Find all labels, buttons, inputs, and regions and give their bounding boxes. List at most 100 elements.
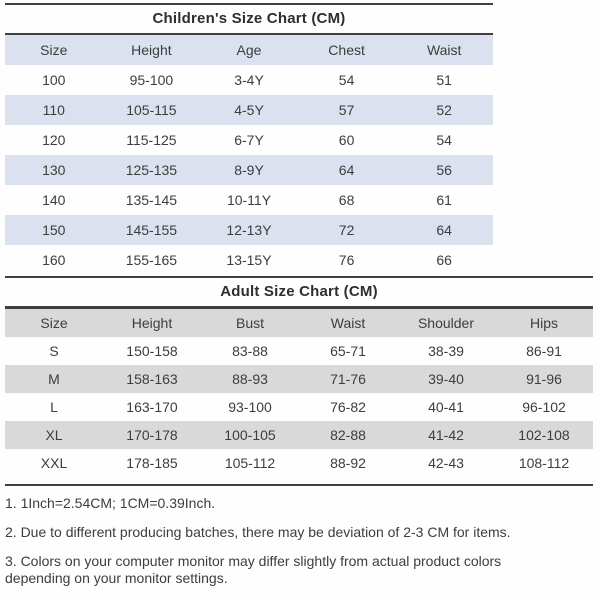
table-cell: 163-170	[126, 399, 178, 415]
adult-chart-title: Adult Size Chart (CM)	[5, 278, 593, 309]
table-cell: 71-76	[330, 371, 366, 387]
table-cell: 100-105	[224, 427, 276, 443]
table-cell: 76-82	[330, 399, 366, 415]
table-cell: 40-41	[428, 399, 464, 415]
table-cell: 12-13Y	[226, 222, 272, 238]
table-cell: 100	[42, 72, 66, 88]
table-row: 160 155-165 13-15Y 76 66	[5, 245, 493, 275]
table-cell: 4-5Y	[234, 102, 264, 118]
table-cell: 170-178	[126, 427, 178, 443]
table-cell: 105-112	[224, 455, 276, 471]
table-cell: S	[49, 343, 59, 359]
children-size-table: Size Height Age Chest Waist 100 95-100 3-4Y 54 51…	[5, 35, 493, 275]
table-cell: XL	[45, 427, 63, 443]
table-row: 140 135-145 10-11Y 68 61	[5, 185, 493, 215]
header-cell: Age	[236, 42, 262, 58]
table-cell: 57	[338, 102, 355, 118]
table-cell: L	[50, 399, 58, 415]
table-cell: 61	[436, 192, 452, 208]
table-cell: 160	[42, 252, 66, 268]
table-row: 120 115-125 6-7Y 60 54	[5, 125, 493, 155]
table-row: 130 125-135 8-9Y 64 56	[5, 155, 493, 185]
table-cell: 8-9Y	[234, 162, 264, 178]
table-cell: 108-112	[518, 455, 570, 471]
table-cell: 41-42	[428, 427, 464, 443]
table-cell: 72	[338, 222, 355, 238]
table-cell: M	[48, 371, 60, 387]
table-cell: 102-108	[518, 427, 570, 443]
note-item: 2. Due to different producing batches, t…	[5, 524, 511, 540]
adult-size-chart-section: Adult Size Chart (CM) Size Height Bust Wais…	[5, 276, 593, 486]
table-row: S 150-158 83-88 65-71 38-39 86-91	[5, 337, 593, 365]
table-cell: 110	[42, 102, 65, 118]
table-cell: 54	[338, 72, 355, 88]
table-cell: 39-40	[428, 371, 464, 387]
table-cell: 96-102	[522, 399, 566, 415]
table-cell: 6-7Y	[234, 132, 264, 148]
table-cell: 115-125	[126, 132, 177, 148]
table-cell: 130	[42, 162, 66, 178]
header-cell: Bust	[235, 315, 264, 331]
table-cell: 3-4Y	[234, 72, 264, 88]
header-cell: Height	[131, 315, 173, 331]
table-cell: XXL	[40, 455, 68, 471]
header-cell: Hips	[529, 315, 558, 331]
header-cell: Shoulder	[417, 315, 475, 331]
table-cell: 64	[436, 222, 452, 238]
table-cell: 68	[338, 192, 355, 208]
table-cell: 88-93	[232, 371, 268, 387]
header-cell: Size	[40, 315, 68, 331]
note-item: 1. 1Inch=2.54CM; 1CM=0.39Inch.	[5, 495, 216, 511]
header-cell: Chest	[328, 42, 365, 58]
table-row: XXL 178-185 105-112 88-92 42-43 108-112	[5, 449, 593, 477]
table-cell: 95-100	[129, 72, 174, 88]
table-cell: 60	[338, 132, 355, 148]
table-cell: 140	[42, 192, 66, 208]
table-row: 110 105-115 4-5Y 57 52	[5, 95, 493, 125]
table-cell: 83-88	[232, 343, 268, 359]
table-cell: 125-135	[125, 162, 178, 178]
table-cell: 76	[338, 252, 355, 268]
table-cell: 10-11Y	[226, 192, 272, 208]
table-cell: 86-91	[526, 343, 562, 359]
table-row: XL 170-178 100-105 82-88 41-42 102-108	[5, 421, 593, 449]
table-cell: 105-115	[126, 102, 177, 118]
header-cell: Size	[40, 42, 68, 58]
table-cell: 52	[436, 102, 452, 118]
header-cell: Waist	[330, 315, 366, 331]
table-cell: 135-145	[125, 192, 178, 208]
table-cell: 54	[436, 132, 452, 148]
table-cell: 178-185	[126, 455, 178, 471]
table-row: L 163-170 93-100 76-82 40-41 96-102	[5, 393, 593, 421]
table-cell: 56	[436, 162, 452, 178]
table-row: 150 145-155 12-13Y 72 64	[5, 215, 493, 245]
table-cell: 42-43	[428, 455, 464, 471]
table-cell: 150-158	[126, 343, 178, 359]
header-cell: Height	[131, 42, 172, 58]
table-header-row: Size Height Age Chest Waist	[5, 35, 493, 65]
table-row: M 158-163 88-93 71-76 39-40 91-96	[5, 365, 593, 393]
header-cell: Waist	[426, 42, 462, 58]
table-cell: 66	[436, 252, 452, 268]
children-chart-title: Children's Size Chart (CM)	[5, 3, 493, 35]
table-cell: 65-71	[330, 343, 366, 359]
notes: 1. 1Inch=2.54CM; 1CM=0.39Inch. 2. Due to…	[5, 495, 557, 587]
adult-size-table: Size Height Bust Waist Shoulder Hips S 150-158 8…	[5, 309, 593, 477]
table-row: 100 95-100 3-4Y 54 51	[5, 65, 493, 95]
table-cell: 158-163	[126, 371, 178, 387]
table-cell: 88-92	[330, 455, 366, 471]
table-cell: 145-155	[125, 222, 178, 238]
table-header-row: Size Height Bust Waist Shoulder Hips	[5, 309, 593, 337]
children-size-chart-section: Children's Size Chart (CM) Size Height Age…	[5, 3, 493, 275]
table-cell: 93-100	[228, 399, 272, 415]
table-cell: 38-39	[428, 343, 464, 359]
note-item: 3. Colors on your computer monitor may d…	[5, 553, 502, 586]
table-cell: 91-96	[526, 371, 562, 387]
table-cell: 13-15Y	[226, 252, 272, 268]
table-cell: 82-88	[330, 427, 366, 443]
table-cell: 155-165	[125, 252, 178, 268]
table-cell: 51	[436, 72, 452, 88]
table-cell: 150	[42, 222, 66, 238]
table-cell: 64	[338, 162, 355, 178]
